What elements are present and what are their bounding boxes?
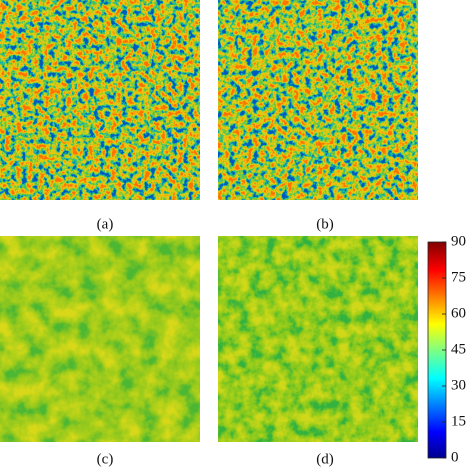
panel-image [0, 236, 200, 442]
panel-label: (d) [316, 451, 334, 467]
colorbar-tick-label: 90 [451, 233, 466, 249]
panel-label: (a) [97, 216, 114, 232]
colorbar-tick-label: 30 [451, 377, 466, 393]
colorbar-tick-label: 15 [451, 413, 466, 429]
panel-image [0, 0, 200, 200]
colorbar-tick-label: 75 [451, 269, 466, 285]
panel-label: (b) [316, 216, 334, 232]
colorbar-tick-label: 0 [451, 449, 459, 465]
panel-image [218, 236, 418, 442]
colorbar-tick-label: 45 [451, 341, 466, 357]
panel-image [218, 0, 418, 200]
panel-label: (c) [97, 451, 114, 467]
colorbar-tick-label: 60 [451, 305, 466, 321]
